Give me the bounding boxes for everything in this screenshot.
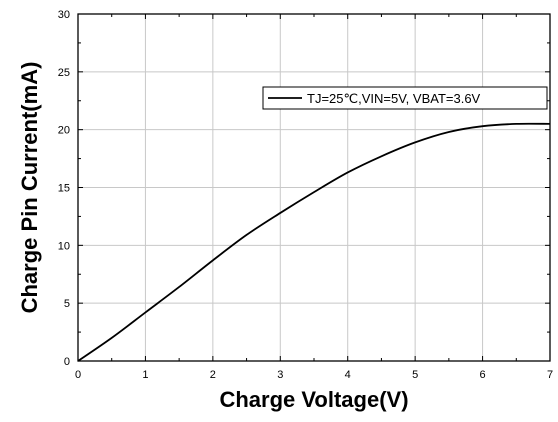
y-tick-label: 5: [64, 298, 70, 310]
x-tick-label: 6: [480, 369, 486, 381]
legend: TJ=25℃,VIN=5V, VBAT=3.6V: [262, 86, 548, 110]
series-layer: [77, 122, 551, 362]
x-tick-label: 7: [547, 369, 553, 381]
y-tick-label: 30: [58, 9, 70, 21]
x-tick-label: 1: [142, 369, 148, 381]
y-tick-label: 25: [58, 67, 70, 79]
series-line: [77, 122, 551, 362]
legend-box: [262, 86, 548, 110]
x-axis-title: Charge Voltage(V): [219, 387, 408, 412]
x-tick-label: 5: [412, 369, 418, 381]
legend-label: TJ=25℃,VIN=5V, VBAT=3.6V: [307, 91, 481, 106]
x-tick-label: 0: [75, 369, 81, 381]
axis-ticks: 0 1 2 3 4 5 6 7 0 5 10 15 20 25 30: [58, 9, 553, 381]
y-tick-label: 0: [64, 356, 70, 368]
x-tick-label: 4: [345, 369, 351, 381]
x-tick-label: 2: [210, 369, 216, 381]
x-tick-label: 3: [277, 369, 283, 381]
y-axis-title: Charge Pin Current(mA): [17, 62, 42, 314]
y-tick-label: 20: [58, 125, 70, 137]
y-tick-label: 15: [58, 183, 70, 195]
y-tick-label: 10: [58, 240, 70, 252]
